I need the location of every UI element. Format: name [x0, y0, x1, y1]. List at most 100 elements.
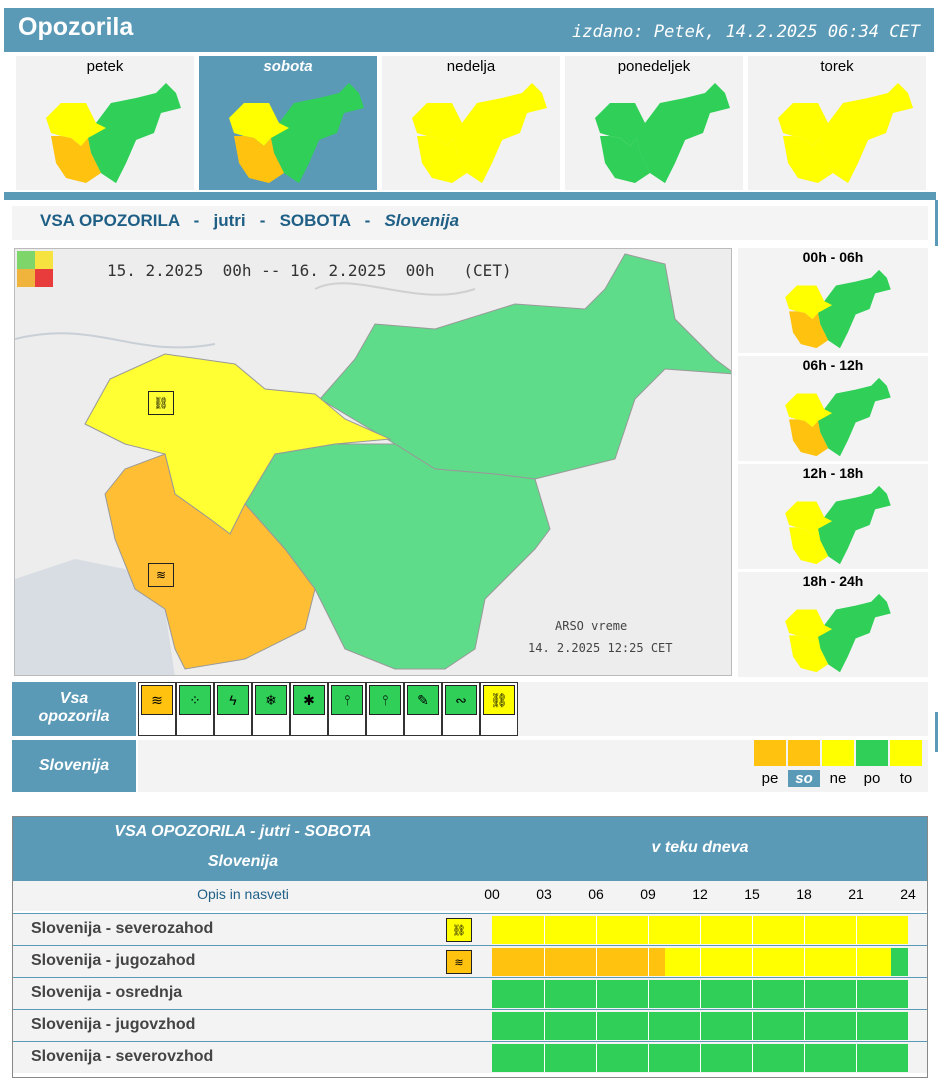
- timeline-gridline: [752, 980, 753, 1008]
- timeline-gridline: [856, 1012, 857, 1040]
- time-slot-label: 12h - 18h: [802, 465, 864, 481]
- day-level-block: [788, 740, 820, 766]
- day-tab-sobota[interactable]: sobota: [199, 56, 377, 190]
- day-tab-label: petek: [86, 58, 124, 75]
- time-slot-map: [785, 593, 891, 673]
- snow-ice-icon: ✱: [293, 685, 325, 715]
- time-slot-label: 00h - 06h: [802, 249, 864, 265]
- table-header: VSA OPOZORILA - jutri - SOBOTA Slovenija…: [13, 817, 927, 881]
- warning-type-button[interactable]: ≋: [138, 682, 176, 736]
- timeline-segment: [492, 948, 666, 976]
- color-legend: [17, 251, 53, 287]
- timeline-gridline: [856, 980, 857, 1008]
- day-level-label[interactable]: to: [899, 770, 913, 787]
- table-row[interactable]: Slovenija - severozahod ⛓: [13, 913, 927, 945]
- hour-tick-label: 00: [484, 886, 500, 902]
- timeline-gridline: [648, 1044, 649, 1072]
- time-slot[interactable]: 18h - 24h: [738, 572, 928, 677]
- main-warning-map[interactable]: ⛓ ≋ 15. 2.2025 00h -- 16. 2.2025 00h (CE…: [14, 248, 732, 676]
- low-temperature-icon: ⫯: [369, 685, 401, 715]
- hour-tick-label: 15: [744, 886, 760, 902]
- time-slot-label: 06h - 12h: [802, 357, 864, 373]
- wind-icon[interactable]: ≋: [148, 563, 174, 587]
- timeline-gridline: [596, 916, 597, 944]
- region-name[interactable]: Slovenija - jugovzhod: [31, 1016, 196, 1033]
- warning-type-button[interactable]: ⛓: [480, 682, 518, 736]
- day-mini-map: [412, 83, 547, 183]
- warning-type-button[interactable]: ∾: [442, 682, 480, 736]
- timeline-gridline: [804, 980, 805, 1008]
- timeline-gridline: [596, 948, 597, 976]
- hour-tick-label: 03: [536, 886, 552, 902]
- day-tab-nedelja[interactable]: nedelja: [382, 56, 560, 190]
- time-slot[interactable]: 00h - 06h: [738, 248, 928, 353]
- warning-type-button[interactable]: ⫯: [366, 682, 404, 736]
- timeline-gridline: [752, 1044, 753, 1072]
- issued-timestamp: izdano: Petek, 14.2.2025 06:34 CET: [572, 22, 920, 42]
- day-tab-petek[interactable]: petek: [16, 56, 194, 190]
- day-tab-torek[interactable]: torek: [748, 56, 926, 190]
- region-label: Slovenija: [12, 740, 136, 792]
- timeline-gridline: [544, 916, 545, 944]
- hour-tick-label: 18: [796, 886, 812, 902]
- map-credit: ARSO vreme: [555, 619, 628, 633]
- coastal-event-icon: ∾: [445, 685, 477, 715]
- time-slot[interactable]: 12h - 18h: [738, 464, 928, 569]
- region-name[interactable]: Slovenija - jugozahod: [31, 952, 196, 969]
- timeline-gridline: [804, 1044, 805, 1072]
- timeline-gridline: [700, 1012, 701, 1040]
- timeline-gridline: [700, 916, 701, 944]
- right-edge-accent: [935, 200, 938, 246]
- warning-type-button[interactable]: ϟ: [214, 682, 252, 736]
- timeline-gridline: [700, 1044, 701, 1072]
- rain-icon: ⁘: [179, 685, 211, 715]
- warning-type-button[interactable]: ❄: [252, 682, 290, 736]
- table-row[interactable]: Slovenija - osrednja: [13, 977, 927, 1009]
- warning-type-button[interactable]: ✎: [404, 682, 442, 736]
- timeline-gridline: [752, 948, 753, 976]
- timeline-gridline: [856, 916, 857, 944]
- day-level-label[interactable]: pe: [761, 770, 779, 787]
- map-timestamp: 14. 2.2025 12:25 CET: [528, 641, 673, 655]
- table-row[interactable]: Slovenija - jugovzhod: [13, 1009, 927, 1041]
- wind-icon[interactable]: ≋: [446, 950, 472, 974]
- day-level-label[interactable]: po: [863, 770, 881, 787]
- timeline-segment: [665, 948, 891, 976]
- detail-table: VSA OPOZORILA - jutri - SOBOTA Slovenija…: [12, 816, 928, 1078]
- description-link[interactable]: Opis in nasveti: [197, 886, 289, 902]
- timeline-segment: [890, 948, 908, 976]
- region-name[interactable]: Slovenija - severovzhod: [31, 1048, 214, 1065]
- thunderstorm-icon: ϟ: [217, 685, 249, 715]
- wind-chain-icon[interactable]: ⛓: [148, 391, 174, 415]
- timeline-gridline: [648, 980, 649, 1008]
- day-tab-label: ponedeljek: [617, 58, 691, 75]
- table-row[interactable]: Slovenija - jugozahod ≋: [13, 945, 927, 977]
- table-row[interactable]: Slovenija - severovzhod: [13, 1041, 927, 1073]
- timeline-gridline: [856, 948, 857, 976]
- timeline-gridline: [544, 1044, 545, 1072]
- warning-type-button[interactable]: ⫯: [328, 682, 366, 736]
- day-tab-label: sobota: [263, 58, 313, 75]
- timeline-gridline: [648, 916, 649, 944]
- warning-type-button[interactable]: ⁘: [176, 682, 214, 736]
- time-slot[interactable]: 06h - 12h: [738, 356, 928, 461]
- hour-tick-label: 12: [692, 886, 708, 902]
- timeline-gridline: [596, 980, 597, 1008]
- during-day-label: v teku dneva: [651, 839, 749, 856]
- wind-chain-icon[interactable]: ⛓: [446, 918, 472, 942]
- region-name[interactable]: Slovenija - severozahod: [31, 920, 214, 937]
- warning-type-button[interactable]: ✱: [290, 682, 328, 736]
- snow-icon: ❄: [255, 685, 287, 715]
- region-name[interactable]: Slovenija - osrednja: [31, 984, 183, 1001]
- day-level-label[interactable]: so: [788, 770, 820, 787]
- header-bar: Opozorila izdano: Petek, 14.2.2025 06:34…: [4, 8, 934, 52]
- day-level-block: [754, 740, 786, 766]
- day-level-label[interactable]: ne: [829, 770, 847, 787]
- timeline-gridline: [856, 1044, 857, 1072]
- timeline-gridline: [596, 1012, 597, 1040]
- time-slot-map: [785, 269, 891, 349]
- hour-tick-label: 09: [640, 886, 656, 902]
- table-region: Slovenija: [207, 853, 279, 870]
- time-slot-map: [785, 485, 891, 565]
- day-tab-ponedeljek[interactable]: ponedeljek: [565, 56, 743, 190]
